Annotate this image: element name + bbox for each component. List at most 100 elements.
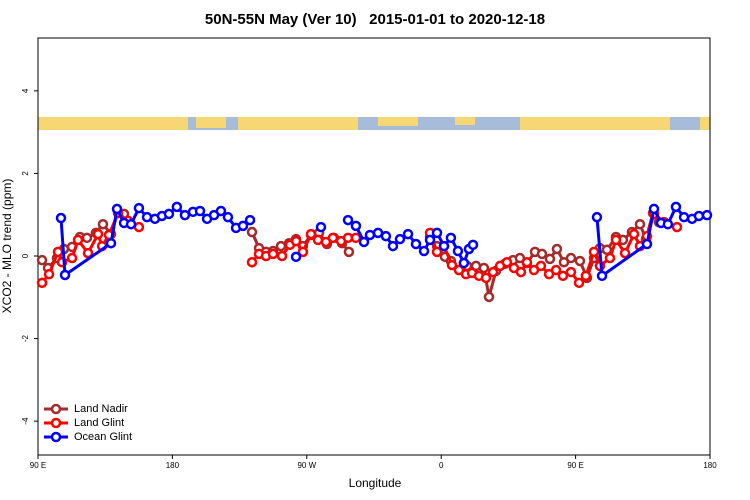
point <box>431 227 443 239</box>
point <box>163 208 175 220</box>
point <box>59 269 71 281</box>
point <box>483 291 495 303</box>
point <box>438 240 450 252</box>
point <box>380 230 392 242</box>
point <box>431 246 443 258</box>
legend-label: Land Nadir <box>74 403 128 415</box>
point <box>55 212 67 224</box>
x-axis-label: Longitude <box>349 476 402 490</box>
point <box>82 247 94 259</box>
series <box>36 207 683 289</box>
point <box>521 256 533 268</box>
point <box>350 232 362 244</box>
point <box>670 201 682 213</box>
y-axis-label: XCO2 - MLO trend (ppm) <box>0 179 14 314</box>
point <box>72 234 84 246</box>
point <box>290 235 302 247</box>
point <box>222 211 234 223</box>
point <box>634 218 646 230</box>
point <box>171 201 183 213</box>
point <box>410 238 422 250</box>
point <box>43 268 55 280</box>
point <box>565 252 577 264</box>
series <box>55 201 713 282</box>
point <box>501 256 513 268</box>
point <box>573 277 585 289</box>
point <box>402 228 414 240</box>
point <box>327 232 339 244</box>
x-tick-label: 90 W <box>297 461 316 470</box>
point <box>693 210 705 222</box>
point <box>394 233 406 245</box>
point <box>125 218 137 230</box>
point <box>418 245 430 257</box>
point <box>81 232 93 244</box>
point <box>536 248 548 260</box>
point <box>565 266 577 278</box>
point <box>133 202 145 214</box>
point <box>194 205 206 217</box>
point <box>246 226 258 238</box>
point <box>574 255 586 267</box>
point <box>297 246 309 258</box>
y-tick-label: 2 <box>21 171 30 176</box>
point <box>97 218 109 230</box>
point <box>619 247 631 259</box>
point <box>648 203 660 215</box>
point <box>358 236 370 248</box>
point <box>535 260 547 272</box>
point <box>342 214 354 226</box>
point <box>387 240 399 252</box>
point <box>678 211 690 223</box>
plot-frame <box>37 37 711 456</box>
point <box>275 240 287 252</box>
point <box>550 264 562 276</box>
chart-title: 50N-55N May (Ver 10) 2015-01-01 to 2020-… <box>205 11 545 28</box>
point <box>452 245 464 257</box>
point <box>446 259 458 271</box>
legend-label: Ocean Glint <box>74 431 132 443</box>
point <box>601 244 613 256</box>
x-tick-label: 90 E <box>30 461 46 470</box>
point <box>305 228 317 240</box>
y-tick-label: 0 <box>21 253 30 258</box>
legend-marker <box>50 403 62 415</box>
point <box>36 254 48 266</box>
point <box>246 256 258 268</box>
point <box>596 270 608 282</box>
point <box>557 270 569 282</box>
legend-label: Land Glint <box>74 417 124 429</box>
y-tick-label: -2 <box>21 334 30 342</box>
y-tick-label: 4 <box>21 88 30 93</box>
point <box>105 237 117 249</box>
x-tick-label: 180 <box>166 461 180 470</box>
point <box>515 266 527 278</box>
x-tick-label: 90 E <box>567 461 583 470</box>
point <box>424 234 436 246</box>
land-sea-band <box>38 117 710 130</box>
y-tick-label: -4 <box>21 417 30 425</box>
point <box>641 238 653 250</box>
point <box>591 211 603 223</box>
point <box>478 262 490 274</box>
point <box>111 203 123 215</box>
point <box>610 234 622 246</box>
point <box>179 209 191 221</box>
point <box>343 246 355 258</box>
point <box>244 214 256 226</box>
point <box>604 252 616 264</box>
point <box>701 209 713 221</box>
point <box>445 232 457 244</box>
point <box>36 277 48 289</box>
point <box>544 253 556 265</box>
point <box>487 266 499 278</box>
point <box>467 239 479 251</box>
point <box>237 220 249 232</box>
point <box>52 246 64 258</box>
point <box>92 228 104 240</box>
legend-marker <box>50 417 62 429</box>
point <box>580 270 592 282</box>
point <box>551 243 563 255</box>
point <box>671 221 683 233</box>
